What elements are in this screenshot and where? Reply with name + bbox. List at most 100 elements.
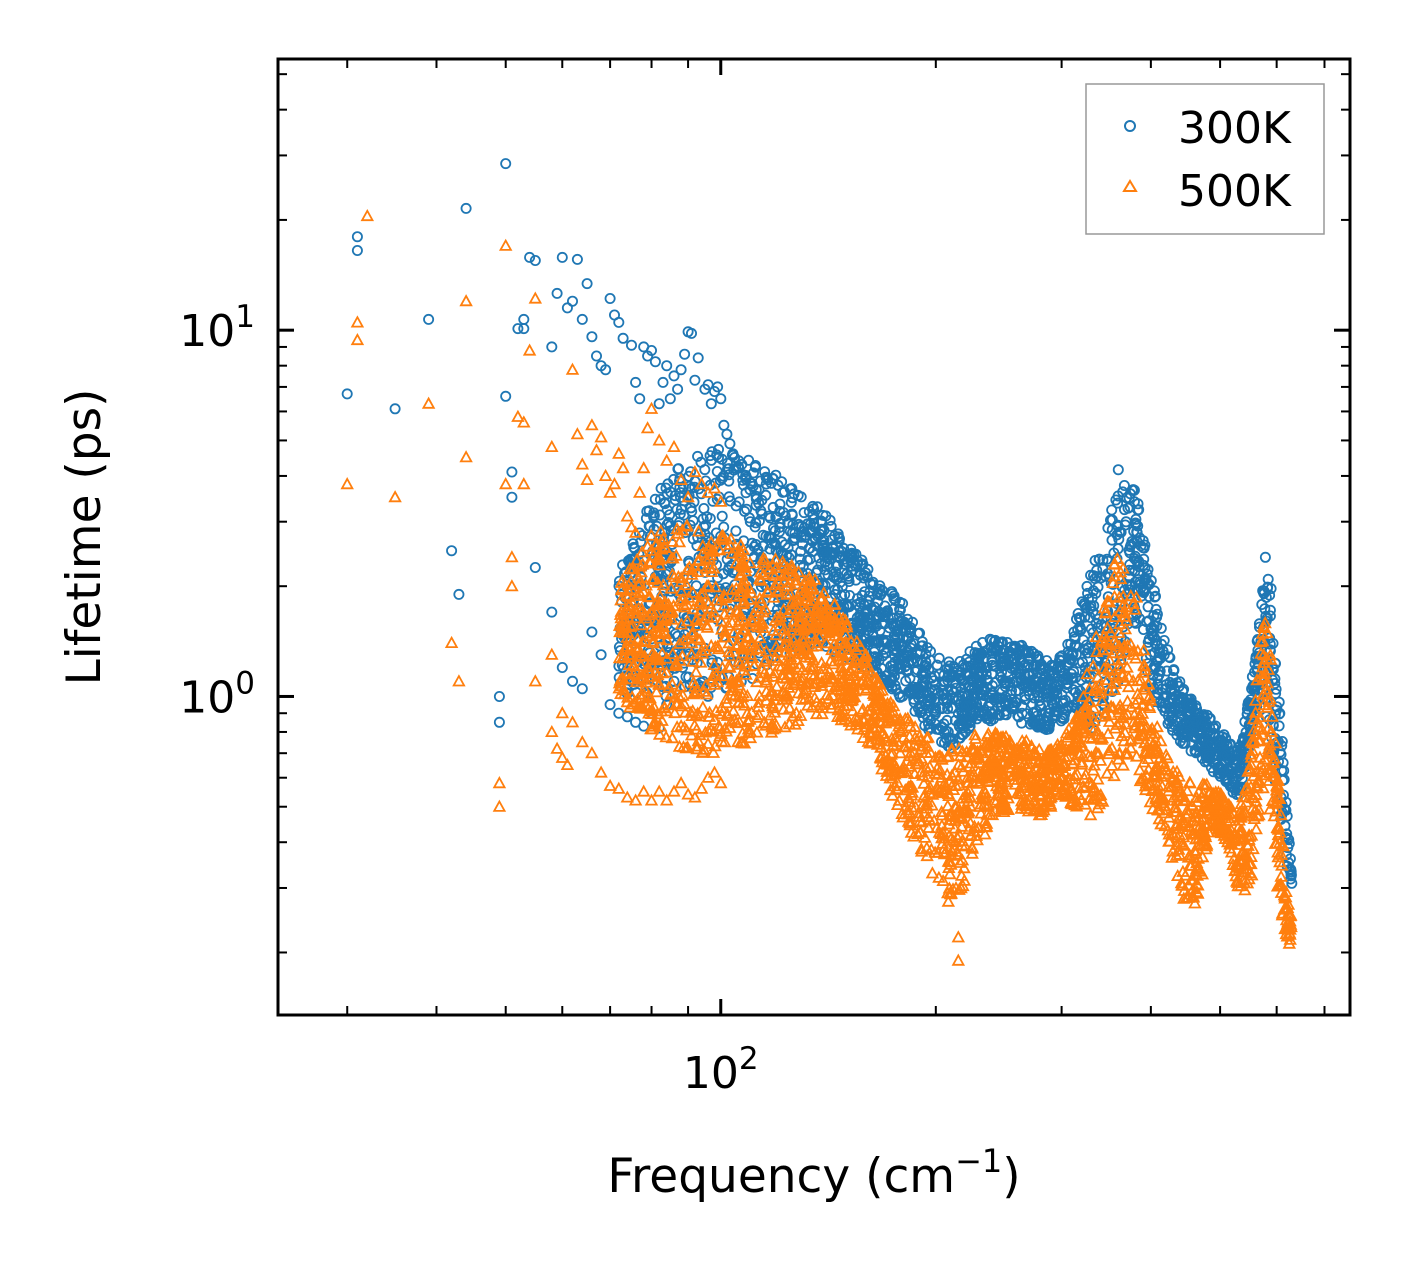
point-500k (709, 703, 723, 717)
point-500k (901, 814, 916, 827)
point-300k (586, 626, 598, 638)
point-300k (750, 539, 762, 551)
point-500k (776, 602, 791, 616)
point-500k (645, 572, 659, 585)
point-500k (1083, 808, 1098, 821)
point-300k (779, 486, 791, 498)
point-500k (634, 565, 649, 578)
point-300k (797, 538, 809, 550)
point-300k (846, 566, 858, 578)
point-500k (698, 725, 713, 738)
point-500k (1150, 761, 1165, 774)
point-500k (794, 678, 809, 691)
point-500k (1228, 863, 1243, 876)
point-300k (969, 647, 981, 659)
point-500k (1251, 764, 1266, 778)
point-300k (1208, 721, 1220, 733)
point-300k (873, 655, 885, 667)
point-500k (1178, 868, 1193, 881)
point-300k (1168, 664, 1180, 676)
point-300k (351, 231, 363, 243)
point-500k (1257, 648, 1271, 661)
point-300k (620, 566, 632, 578)
point-500k (758, 553, 772, 566)
point-300k (727, 448, 739, 460)
point-300k (500, 390, 512, 402)
point-300k (846, 547, 858, 559)
point-300k (919, 720, 931, 732)
point-500k (911, 757, 926, 770)
point-500k (783, 575, 797, 588)
point-300k (1024, 689, 1036, 701)
point-300k (1170, 715, 1182, 727)
point-300k (1188, 731, 1200, 743)
point-500k (670, 720, 684, 733)
point-500k (777, 622, 792, 635)
point-500k (1143, 795, 1158, 808)
point-300k (716, 472, 728, 484)
point-500k (759, 673, 774, 686)
point-300k (854, 609, 866, 621)
point-300k (894, 603, 906, 615)
point-300k (1034, 699, 1046, 711)
point-500k (1034, 789, 1048, 802)
point-300k (938, 726, 950, 738)
point-500k (943, 867, 957, 880)
point-500k (1117, 605, 1132, 619)
point-300k (808, 521, 820, 533)
point-300k (986, 689, 998, 701)
point-300k (879, 600, 891, 612)
point-500k (622, 657, 636, 670)
point-500k (1129, 590, 1144, 603)
point-500k (614, 583, 629, 596)
point-500k (799, 618, 814, 631)
point-300k (1236, 743, 1248, 755)
point-300k (1214, 767, 1226, 779)
point-300k (794, 553, 806, 565)
point-500k (654, 704, 669, 717)
point-500k (873, 677, 887, 690)
point-500k (940, 767, 954, 780)
point-300k (974, 660, 986, 672)
point-300k (1026, 645, 1038, 657)
point-500k (1263, 692, 1278, 705)
point-500k (1080, 667, 1094, 680)
point-300k (863, 625, 875, 637)
point-500k (685, 563, 699, 576)
point-300k (1008, 640, 1020, 652)
point-300k (668, 675, 680, 687)
point-500k (1283, 922, 1297, 935)
point-300k (685, 502, 697, 514)
point-300k (905, 622, 917, 634)
point-300k (825, 520, 837, 532)
point-300k (943, 656, 955, 668)
point-500k (614, 593, 628, 606)
point-300k (998, 659, 1010, 671)
point-500k (634, 687, 648, 700)
point-500k (888, 712, 903, 726)
point-500k (1077, 704, 1092, 717)
point-300k (818, 545, 830, 557)
point-500k (752, 572, 767, 585)
point-300k (841, 568, 853, 580)
point-300k (626, 339, 638, 351)
point-500k (1149, 790, 1163, 803)
point-500k (804, 627, 819, 640)
point-300k (1106, 504, 1118, 516)
point-500k (739, 667, 753, 680)
point-500k (1104, 700, 1118, 713)
point-500k (1258, 616, 1272, 629)
point-500k (963, 783, 977, 796)
point-500k (1249, 822, 1263, 835)
point-300k (750, 459, 762, 471)
point-300k (1031, 659, 1043, 671)
point-300k (1118, 479, 1130, 491)
point-500k (686, 585, 700, 598)
point-500k (805, 662, 820, 675)
point-500k (974, 746, 989, 759)
point-500k (641, 659, 655, 673)
point-500k (806, 652, 820, 665)
point-300k (699, 464, 711, 476)
point-500k (625, 562, 639, 575)
point-300k (654, 509, 666, 521)
